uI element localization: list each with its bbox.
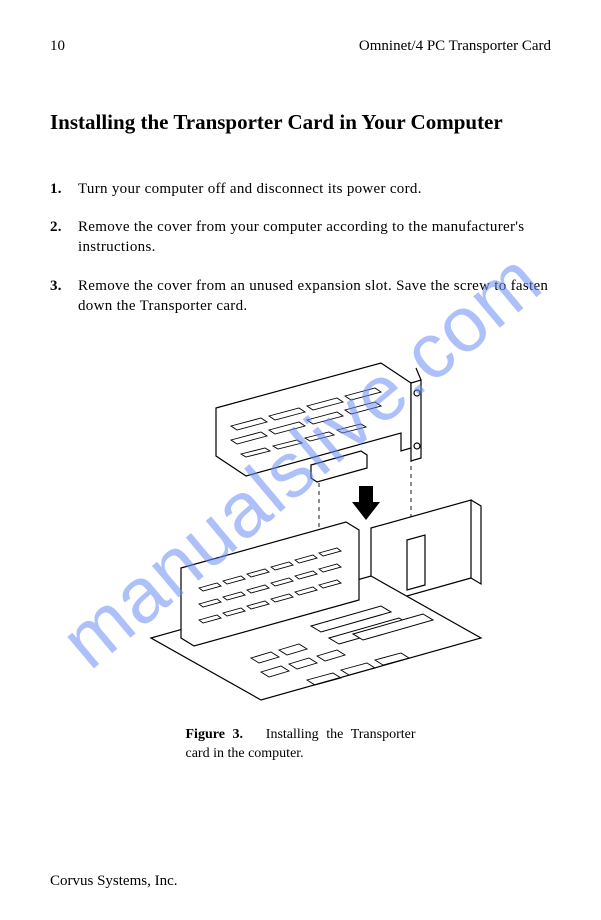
page-header: 10 Omninet/4 PC Transporter Card <box>50 38 551 55</box>
step-number: 2. <box>50 217 78 258</box>
step-text: Turn your computer off and disconnect it… <box>78 179 551 199</box>
footer-company: Corvus Systems, Inc. <box>50 873 178 890</box>
list-item: 2. Remove the cover from your computer a… <box>50 217 551 258</box>
running-title: Omninet/4 PC Transporter Card <box>359 38 551 55</box>
list-item: 3. Remove the cover from an unused expan… <box>50 276 551 317</box>
page-number: 10 <box>50 38 65 55</box>
list-item: 1. Turn your computer off and disconnect… <box>50 179 551 199</box>
step-number: 3. <box>50 276 78 317</box>
figure-block: Figure 3. Installing the Trans­porter ca… <box>50 338 551 764</box>
instruction-list: 1. Turn your computer off and disconnect… <box>50 179 551 316</box>
step-number: 1. <box>50 179 78 199</box>
step-text: Remove the cover from your computer acco… <box>78 217 551 258</box>
figure-label: Figure 3. <box>186 727 244 742</box>
section-heading: Installing the Transporter Card in Your … <box>50 103 551 143</box>
figure-caption: Figure 3. Installing the Trans­porter ca… <box>186 726 416 764</box>
installation-diagram <box>111 338 491 708</box>
step-text: Remove the cover from an unused expansio… <box>78 276 551 317</box>
